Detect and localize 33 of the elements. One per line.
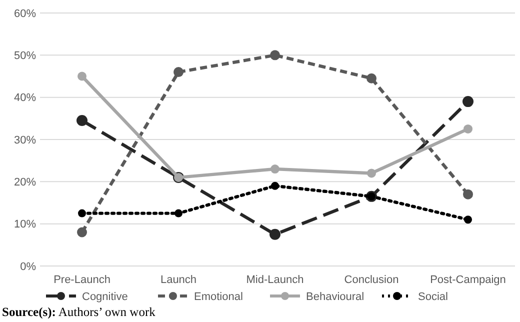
legend-label: Social [418, 290, 448, 303]
y-tick-label: 30% [14, 134, 36, 146]
legend-label: Cognitive [82, 290, 128, 303]
y-tick-label: 20% [14, 176, 36, 189]
point [76, 115, 88, 126]
y-tick-label: 40% [14, 92, 36, 104]
x-tick-label: Conclusion [344, 274, 399, 286]
point [78, 209, 86, 218]
point [271, 182, 279, 190]
x-tick-label: Pre-Launch [54, 274, 110, 286]
y-tick-label: 10% [14, 218, 36, 231]
y-tick-label: 60% [14, 8, 36, 20]
point [270, 164, 280, 174]
y-tick-label: 0% [20, 260, 36, 273]
x-tick-label: Launch [160, 274, 197, 286]
y-tick-label: 50% [14, 50, 36, 62]
x-tick-label: Post-Campaign [430, 274, 506, 286]
point [462, 96, 474, 108]
point [464, 124, 472, 134]
x-tick-label: Mid-Launch [246, 274, 304, 286]
point [174, 67, 184, 78]
legend-label: Emotional [194, 290, 243, 303]
point [463, 189, 473, 200]
point [174, 209, 182, 218]
point [367, 168, 376, 178]
legend-label: Behavioural [306, 290, 364, 303]
source-note: Source(s): Authors’ own work [2, 305, 156, 319]
point [77, 227, 87, 238]
point [366, 73, 376, 84]
point [270, 228, 280, 240]
point [78, 72, 86, 81]
point [464, 216, 472, 224]
point [270, 50, 280, 60]
